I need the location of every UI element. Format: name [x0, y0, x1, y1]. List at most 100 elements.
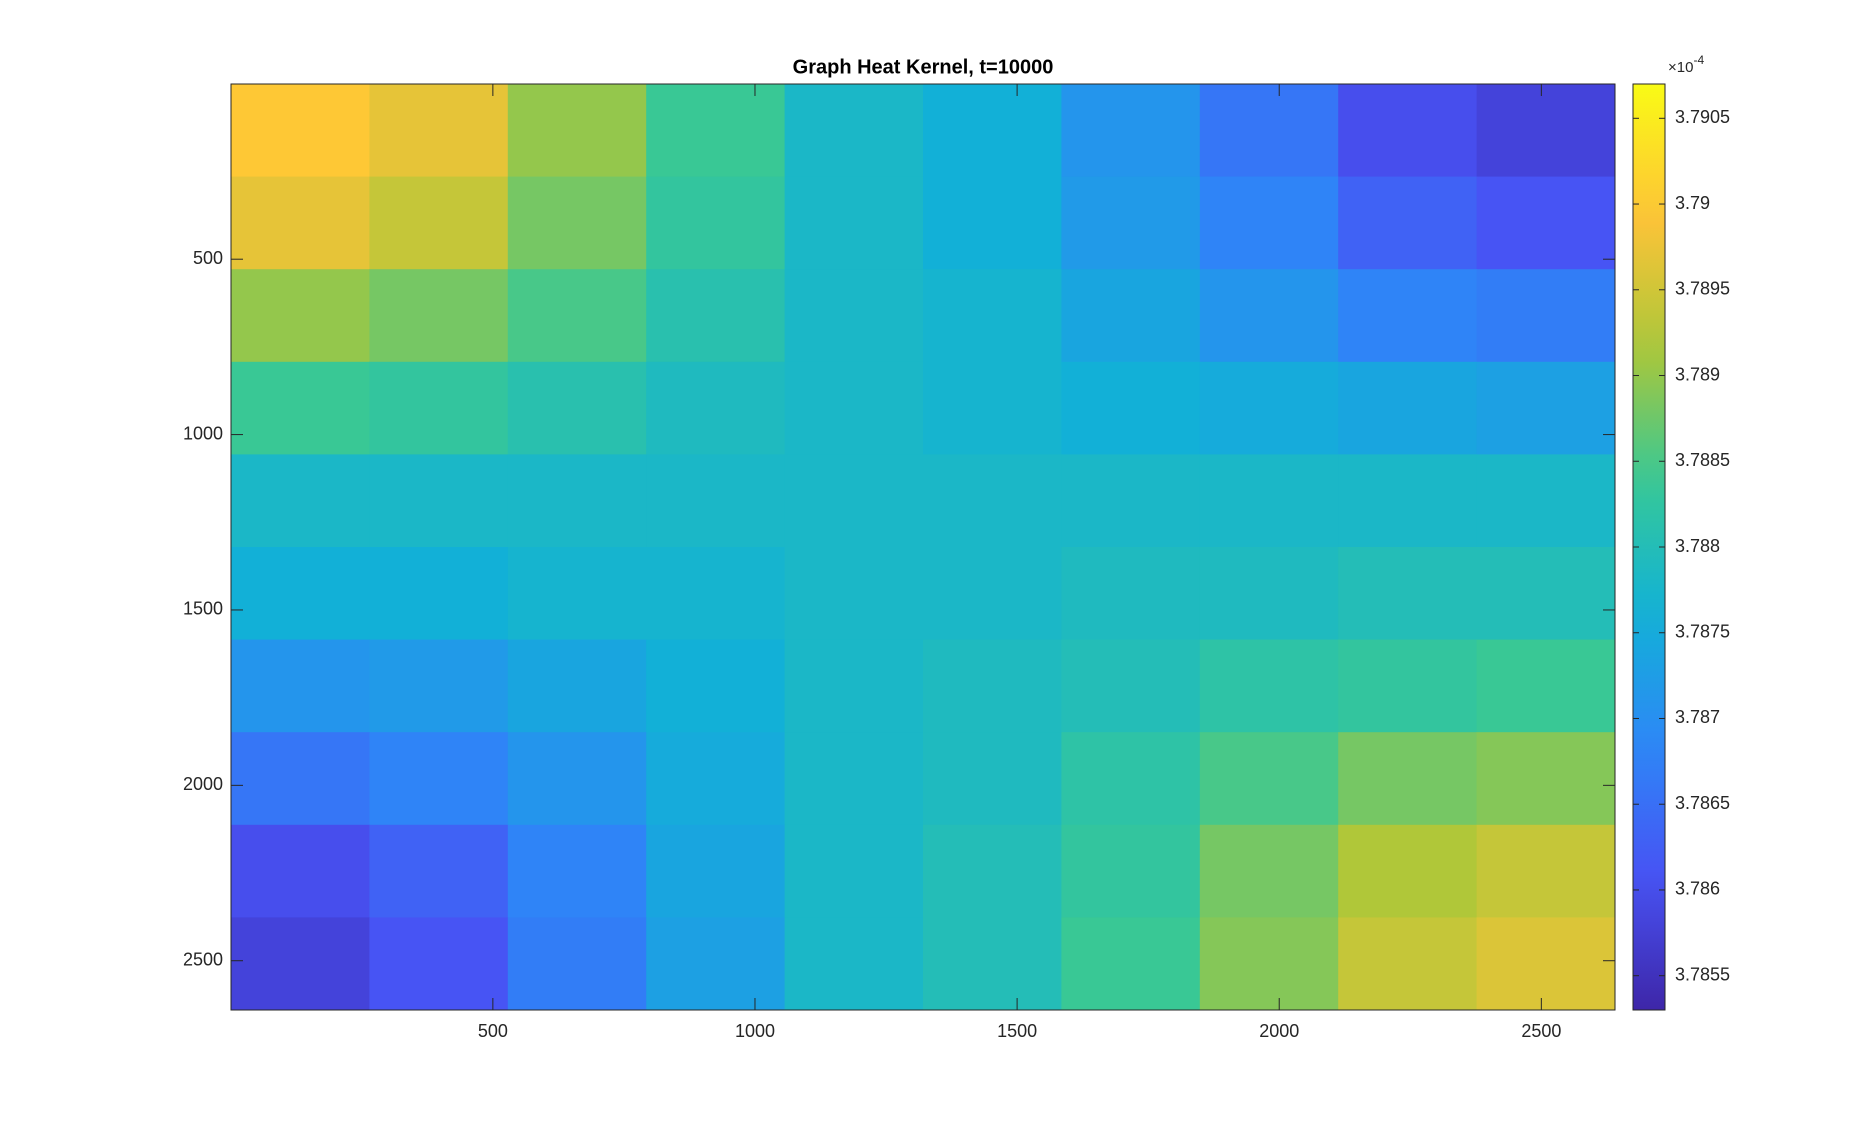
y-tick-label: 2000: [183, 774, 223, 794]
heatmap-cell: [1061, 917, 1201, 1011]
heatmap-cell: [231, 547, 370, 641]
heatmap-cell: [1476, 361, 1616, 455]
heatmap-cell: [1199, 917, 1339, 1011]
heatmap-cell: [369, 84, 509, 178]
heatmap-cell: [1199, 84, 1339, 178]
x-tick-label: 1000: [735, 1021, 775, 1041]
heatmap-cell: [1476, 547, 1616, 641]
heatmap-cell: [507, 547, 647, 641]
colorbar-tick-label: 3.787: [1675, 707, 1720, 727]
heatmap-cell: [1476, 454, 1616, 548]
colorbar-tick-label: 3.7865: [1675, 793, 1730, 813]
heatmap-cell: [1199, 454, 1339, 548]
heatmap-cell: [646, 454, 786, 548]
heatmap-cell: [923, 917, 1062, 1011]
heatmap-cell: [1061, 176, 1201, 270]
y-tick-label: 2500: [183, 949, 223, 969]
heatmap-cell: [369, 176, 509, 270]
heatmap-cell: [646, 917, 786, 1011]
heatmap-cell: [369, 361, 509, 455]
y-tick-label: 500: [193, 248, 223, 268]
heatmap-cell: [231, 639, 370, 733]
heatmap-cell: [1199, 732, 1339, 826]
heatmap-cell: [231, 454, 370, 548]
heatmap-cell: [369, 454, 509, 548]
colorbar-multiplier: ×10-4: [1668, 53, 1704, 76]
heatmap-cell: [507, 176, 647, 270]
heatmap-cell: [1061, 547, 1201, 641]
heatmap-cell: [231, 84, 370, 178]
x-tick-label: 2500: [1521, 1021, 1561, 1041]
heatmap-cell: [369, 269, 509, 363]
heatmap-cell: [1338, 547, 1478, 641]
heatmap-cell: [1199, 639, 1339, 733]
heatmap-cell: [369, 732, 509, 826]
colorbar-tick-label: 3.7855: [1675, 964, 1730, 984]
colorbar-tick-label: 3.786: [1675, 879, 1720, 899]
colorbar-tick-label: 3.789: [1675, 364, 1720, 384]
heatmap-cell: [369, 917, 509, 1011]
heatmap-cell: [923, 361, 1062, 455]
colorbar-exponent: -4: [1693, 53, 1704, 67]
heatmap-cell: [1476, 84, 1616, 178]
heatmap-cell: [507, 639, 647, 733]
heatmap-cell: [1476, 732, 1616, 826]
heatmap-cell: [923, 639, 1062, 733]
colorbar-tick-label: 3.79: [1675, 193, 1710, 213]
heatmap-cell: [1338, 176, 1478, 270]
colorbar-multiplier-base: ×10: [1668, 59, 1693, 76]
heatmap-cell: [923, 269, 1062, 363]
heatmap-cell: [784, 176, 924, 270]
heatmap-cell: [646, 361, 786, 455]
heatmap-cell: [646, 176, 786, 270]
heatmap-cell: [1476, 176, 1616, 270]
heatmap-cell: [646, 639, 786, 733]
heatmap-cell: [1199, 176, 1339, 270]
heatmap-cell: [369, 547, 509, 641]
heatmap-cell: [507, 732, 647, 826]
heatmap-cell: [1199, 824, 1339, 918]
x-tick-label: 2000: [1259, 1021, 1299, 1041]
heatmap-cell: [784, 84, 924, 178]
heatmap-cell: [646, 84, 786, 178]
heatmap-cell: [1476, 824, 1616, 918]
heatmap-cell: [923, 547, 1062, 641]
heatmap-cell: [1061, 639, 1201, 733]
heatmap-cell: [646, 547, 786, 641]
heatmap-cell: [923, 732, 1062, 826]
heatmap-cell: [784, 917, 924, 1011]
heatmap-cell: [646, 269, 786, 363]
heatmap-cell: [1199, 269, 1339, 363]
heatmap-cell: [1061, 824, 1201, 918]
heatmap-cell: [1476, 269, 1616, 363]
colorbar-tick-label: 3.7905: [1675, 107, 1730, 127]
heatmap-cell: [1061, 361, 1201, 455]
heatmap-cell: [646, 732, 786, 826]
heatmap-cell: [923, 454, 1062, 548]
heatmap-cell: [231, 269, 370, 363]
heatmap-cell: [784, 454, 924, 548]
colorbar-tick-label: 3.7885: [1675, 450, 1730, 470]
heatmap-cell: [784, 732, 924, 826]
colorbar-tick-label: 3.788: [1675, 536, 1720, 556]
heatmap-cell: [369, 824, 509, 918]
heatmap-cell: [1061, 84, 1201, 178]
heatmap-cell: [1061, 454, 1201, 548]
heatmap-cell: [1338, 84, 1478, 178]
colorbar-tick-label: 3.7895: [1675, 279, 1730, 299]
heatmap-cell: [1338, 269, 1478, 363]
heatmap-cell: [231, 176, 370, 270]
heatmap-cell: [784, 824, 924, 918]
y-tick-label: 1000: [183, 423, 223, 443]
heatmap-cell: [507, 269, 647, 363]
x-tick-label: 1500: [997, 1021, 1037, 1041]
heatmap-cell: [1338, 824, 1478, 918]
heatmap-cell: [923, 824, 1062, 918]
heatmap-cell: [1199, 361, 1339, 455]
heatmap-cell: [231, 361, 370, 455]
heatmap-cell: [507, 917, 647, 1011]
plot-frame: [230, 83, 1616, 1011]
heatmap-cell: [369, 639, 509, 733]
heatmap-cell: [231, 824, 370, 918]
